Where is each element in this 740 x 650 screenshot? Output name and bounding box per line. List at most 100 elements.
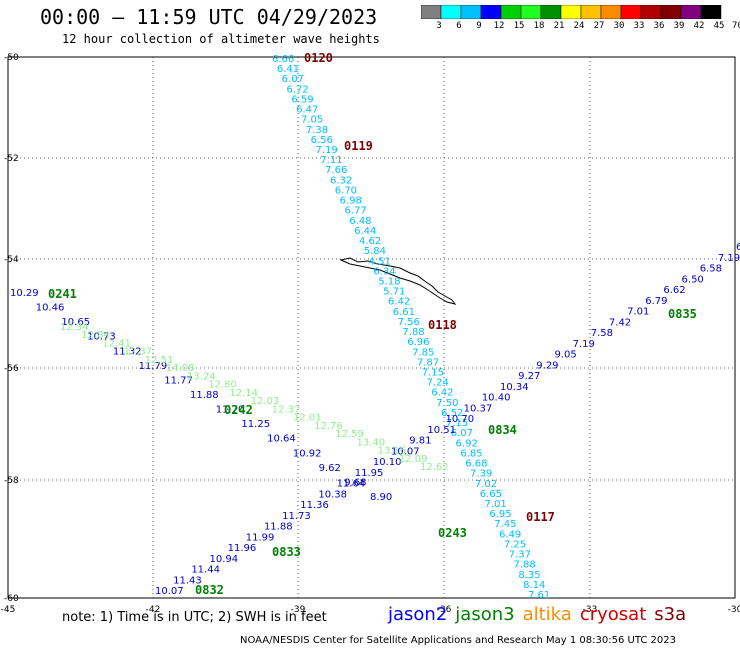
wave-height-label: 6.98 xyxy=(340,196,362,207)
wave-height-label: 6.96 xyxy=(407,337,429,348)
wave-height-label: 6.66 xyxy=(272,54,294,65)
wave-height-label: 7.88 xyxy=(514,560,536,571)
wave-height-label: 12.62 xyxy=(420,462,449,473)
wave-height-label: 7.11 xyxy=(320,155,342,166)
wave-height-label: 7.38 xyxy=(306,125,328,136)
wave-height-label: 7.66 xyxy=(325,165,347,176)
wave-height-label: 5.84 xyxy=(364,246,386,257)
wave-height-label: 7.85 xyxy=(412,347,434,358)
wave-height-label: 7.15 xyxy=(422,368,444,379)
colorbar-tick-label: 45 xyxy=(713,21,725,31)
wave-height-label: 12.41 xyxy=(102,338,131,349)
lat-tick-label: -54 xyxy=(4,255,19,265)
wave-height-label: 10.64 xyxy=(267,434,296,445)
pass-time-label: 0120 xyxy=(304,51,333,65)
wave-height-label: 10.37 xyxy=(464,403,493,414)
wave-height-label: 8.90 xyxy=(370,492,392,503)
satellite-legend: jason2 jason3 altika cryosat s3a xyxy=(388,604,694,625)
wave-height-label: 11.44 xyxy=(191,565,220,576)
wave-height-label: 11.43 xyxy=(173,575,202,586)
lat-tick-label: -52 xyxy=(4,154,19,164)
wave-height-label: 10.10 xyxy=(373,457,402,468)
wave-height-label: 10.07 xyxy=(155,586,184,597)
wave-height-label: 11.73 xyxy=(282,511,311,522)
wave-height-label: 7.01 xyxy=(485,499,507,510)
wave-height-label: 10.07 xyxy=(391,446,420,457)
wave-height-label: 7.37 xyxy=(509,550,531,561)
wave-height-label: 11.36 xyxy=(300,500,329,511)
wave-height-label: 7.42 xyxy=(609,317,631,328)
wave-height-label: 10.34 xyxy=(500,382,529,393)
wave-height-label: 6.79 xyxy=(645,296,667,307)
wave-height-label: 4.51 xyxy=(369,256,391,267)
wave-height-label: 7.19 xyxy=(718,253,740,264)
wave-height-label: 7.45 xyxy=(494,519,516,530)
lat-tick-label: -60 xyxy=(4,594,19,604)
wave-height-label: 10.51 xyxy=(427,425,456,436)
wave-height-label: 11.88 xyxy=(264,522,293,533)
wave-height-label: 10.94 xyxy=(209,554,238,565)
wave-height-label: 11.96 xyxy=(228,543,257,554)
satellite-legend-item: cryosat xyxy=(579,604,647,625)
lon-tick-label: -42 xyxy=(146,605,161,615)
wave-height-label: 11.25 xyxy=(241,419,270,430)
colorbar-tick-label: 42 xyxy=(693,21,705,31)
wave-height-label: 6.59 xyxy=(291,94,313,105)
wave-height-label: 12.37 xyxy=(124,347,153,358)
wave-height-label: 11.88 xyxy=(190,390,219,401)
wave-height-label: 6.95 xyxy=(489,509,511,520)
colorbar-tick-label: 21 xyxy=(553,21,565,31)
wave-height-label: 12.34 xyxy=(60,322,89,333)
wave-height-label: 13.40 xyxy=(356,437,385,448)
wave-height-label: 6.48 xyxy=(349,216,371,227)
satellite-legend-item: altika xyxy=(522,604,572,625)
wave-height-label: 6.42 xyxy=(388,297,410,308)
wave-height-label: 9.81 xyxy=(409,436,431,447)
colorbar-tick-label: 3 xyxy=(436,21,442,31)
wave-height-label: 7.25 xyxy=(504,539,526,550)
pass-time-label: 0242 xyxy=(224,403,253,417)
wave-height-label: 6.50 xyxy=(682,274,704,285)
wave-height-label: 6.47 xyxy=(296,105,318,116)
wave-height-label: 6.42 xyxy=(431,388,453,399)
wave-height-label: 6.68 xyxy=(465,459,487,470)
wave-height-label: 7.19 xyxy=(573,339,595,350)
wave-height-label: 8.14 xyxy=(523,580,545,591)
wave-height-label: 8.35 xyxy=(518,570,540,581)
pass-time-label: 0119 xyxy=(344,139,373,153)
satellite-legend-item: jason3 xyxy=(455,604,515,625)
wave-height-label: 14.08 xyxy=(166,363,195,374)
colorbar-tick-label: 6 xyxy=(456,21,462,31)
wave-height-label: 6.41 xyxy=(277,64,299,75)
wave-height-label: 7.02 xyxy=(475,479,497,490)
colorbar-tick-label: 39 xyxy=(673,21,685,31)
wave-height-label: 6.65 xyxy=(480,489,502,500)
south-georgia-coastline xyxy=(339,257,457,305)
pass-time-label: 0243 xyxy=(438,526,467,540)
wave-height-label: 6.61 xyxy=(393,307,415,318)
map-title: 00:00 – 11:59 UTC 04/29/2023 xyxy=(40,5,378,29)
pass-time-label: 0832 xyxy=(195,583,224,597)
wave-height-label: 7.58 xyxy=(591,328,613,339)
wave-height-label: 12.09 xyxy=(399,454,428,465)
colorbar-tick-label: 36 xyxy=(653,21,665,31)
wave-height-label: 6.44 xyxy=(354,226,376,237)
wave-height-label: 12.03 xyxy=(251,396,280,407)
wave-height-label: 7.24 xyxy=(427,378,449,389)
wave-height-label: 10.38 xyxy=(318,489,347,500)
colorbar-tick-label: 12 xyxy=(493,21,505,31)
wave-height-label: 6.32 xyxy=(330,175,352,186)
wave-height-label: 12.84 xyxy=(81,330,110,341)
colorbar-tick-label: 24 xyxy=(573,21,585,31)
map-subtitle: 12 hour collection of altimeter wave hei… xyxy=(62,32,380,46)
lat-tick-label: -50 xyxy=(4,53,19,63)
wave-height-label: 12.37 xyxy=(272,404,301,415)
wave-height-label: 7.87 xyxy=(417,357,439,368)
lon-tick-label: -39 xyxy=(291,605,306,615)
color-scale-bar xyxy=(421,5,722,19)
wave-height-label: 12.59 xyxy=(335,429,364,440)
pass-time-label: 0834 xyxy=(488,423,517,437)
wave-height-label: 11.77 xyxy=(164,375,193,386)
colorbar-swatch xyxy=(700,5,722,19)
